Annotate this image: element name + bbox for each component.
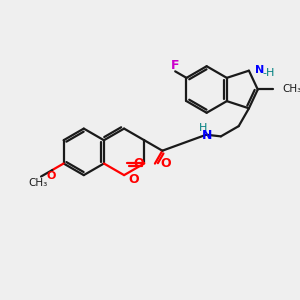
Text: O: O	[133, 157, 144, 170]
Text: CH₃: CH₃	[28, 178, 48, 188]
Text: O: O	[129, 173, 140, 186]
Text: O: O	[47, 171, 56, 181]
Text: F: F	[171, 59, 179, 72]
Text: -H: -H	[263, 68, 275, 77]
Text: N: N	[255, 65, 265, 75]
Text: O: O	[160, 157, 171, 170]
Text: CH₃: CH₃	[282, 85, 300, 94]
Text: H: H	[199, 123, 208, 133]
Text: N: N	[202, 129, 212, 142]
